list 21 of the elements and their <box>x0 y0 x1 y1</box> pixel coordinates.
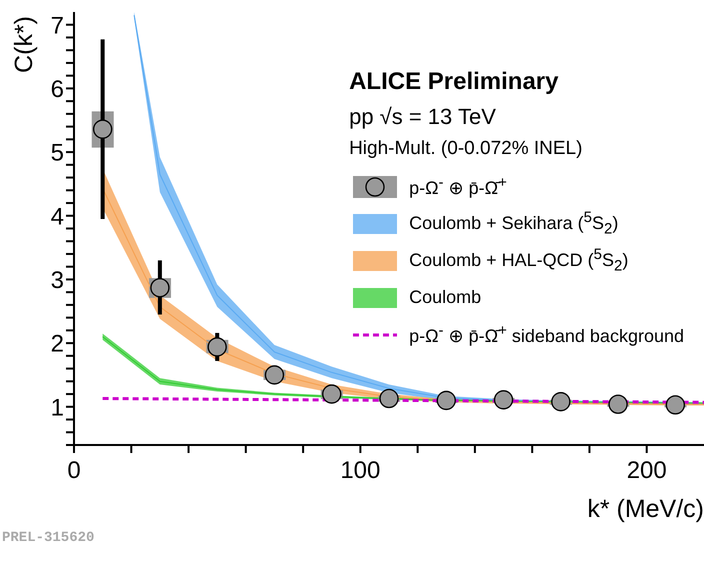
legend-label: Coulomb <box>409 287 482 308</box>
y-tick-label: 2 <box>50 330 64 358</box>
y-tick-label: 3 <box>50 266 64 294</box>
y-tick-label: 5 <box>50 140 64 167</box>
x-tick-label: 200 <box>626 457 667 484</box>
x-axis-title: k* (MeV/c) <box>587 495 704 523</box>
annotation: High-Mult. (0-0.072% INEL) <box>349 138 584 160</box>
y-tick-label: 7 <box>50 12 64 40</box>
y-tick-label: 6 <box>50 76 64 103</box>
text: PREL-315620 <box>2 530 94 546</box>
legend-label: Coulomb + Sekihara ($^{5}$S$_{2}$) <box>409 209 618 238</box>
x-tick-label: 0 <box>67 457 81 484</box>
legend-label: Coulomb + HAL-QCD ($^{5}$S$_{2}$) <box>409 246 628 275</box>
legend-label: p-Ω$^{-}$ ⊕ p̄-Ω̄$^{+}$ <box>409 174 507 199</box>
y-tick-label: 1 <box>50 394 64 422</box>
annotation: pp √s = 13 TeV <box>349 104 497 130</box>
x-tick-label: 100 <box>340 457 380 484</box>
legend-label: p-Ω$^{-}$ ⊕ p̄-Ω̄$^{+}$ sideband background <box>409 322 684 347</box>
y-tick-label: 4 <box>50 203 64 230</box>
annotation: ALICE Preliminary <box>349 68 560 96</box>
y-axis-title: C(k*) <box>10 16 38 73</box>
